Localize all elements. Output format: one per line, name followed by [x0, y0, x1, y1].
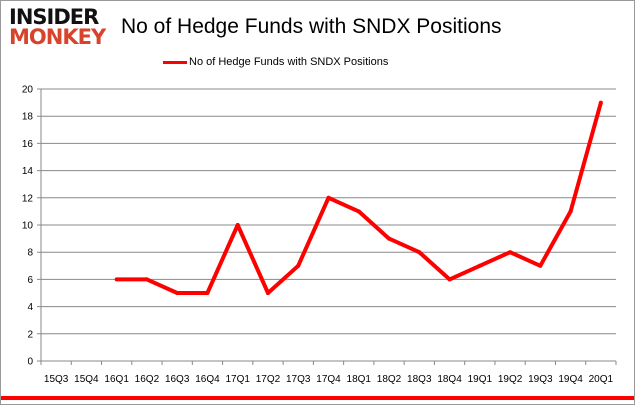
data-point: [538, 263, 543, 268]
x-tick-label: 16Q2: [135, 374, 160, 385]
legend-swatch: [163, 60, 187, 64]
data-point: [235, 223, 240, 227]
x-tick-label: 19Q2: [498, 374, 523, 385]
y-tick-label: 12: [22, 193, 34, 204]
y-tick-label: 6: [27, 275, 33, 286]
x-tick-label: 18Q2: [377, 374, 402, 385]
data-point: [508, 250, 513, 255]
legend: No of Hedge Funds with SNDX Positions: [163, 56, 388, 68]
data-point: [568, 209, 573, 214]
data-point: [417, 250, 422, 255]
x-tick-label: 17Q4: [316, 374, 341, 385]
x-tick-label: 16Q4: [195, 374, 220, 385]
x-tick-label: 19Q4: [558, 374, 583, 385]
x-tick-label: 15Q4: [74, 374, 99, 385]
data-point: [387, 236, 392, 241]
y-tick-label: 18: [22, 112, 34, 123]
bottom-accent-bar: [1, 396, 634, 400]
x-tick-label: 17Q3: [286, 374, 311, 385]
x-tick-label: 19Q3: [528, 374, 553, 385]
y-tick-label: 2: [27, 329, 33, 340]
x-tick-label: 16Q3: [165, 374, 190, 385]
data-point: [144, 277, 149, 282]
logo-line1: INSIDER: [9, 5, 99, 29]
x-tick-label: 18Q3: [407, 374, 432, 385]
y-tick-label: 4: [27, 302, 33, 313]
x-tick-label: 15Q3: [44, 374, 69, 385]
x-tick-label: 18Q4: [437, 374, 462, 385]
x-tick-label: 19Q1: [468, 374, 493, 385]
legend-label: No of Hedge Funds with SNDX Positions: [189, 56, 389, 68]
data-point: [114, 277, 119, 282]
data-point: [326, 195, 331, 200]
insider-monkey-logo: INSIDER MONKEY: [9, 5, 106, 49]
x-tick-label: 17Q1: [225, 374, 250, 385]
y-tick-label: 20: [22, 85, 34, 96]
data-point: [175, 291, 180, 295]
y-tick-label: 14: [22, 166, 34, 177]
chart-title: No of Hedge Funds with SNDX Positions: [121, 15, 502, 38]
x-tick-label: 18Q1: [347, 374, 372, 385]
data-point: [447, 277, 452, 282]
y-tick-label: 16: [22, 139, 34, 150]
y-tick-label: 0: [27, 357, 33, 368]
x-tick-label: 20Q1: [589, 374, 614, 385]
x-tick-label: 17Q2: [256, 374, 281, 385]
logo-line2: MONKEY: [9, 25, 106, 49]
data-point: [356, 209, 361, 214]
data-point: [296, 263, 301, 268]
x-tick-label: 16Q1: [104, 374, 129, 385]
y-tick-label: 10: [22, 221, 34, 232]
data-point: [598, 100, 603, 105]
data-point: [265, 291, 270, 295]
data-point: [477, 263, 482, 268]
data-point: [205, 291, 210, 295]
y-tick-label: 8: [27, 248, 33, 259]
